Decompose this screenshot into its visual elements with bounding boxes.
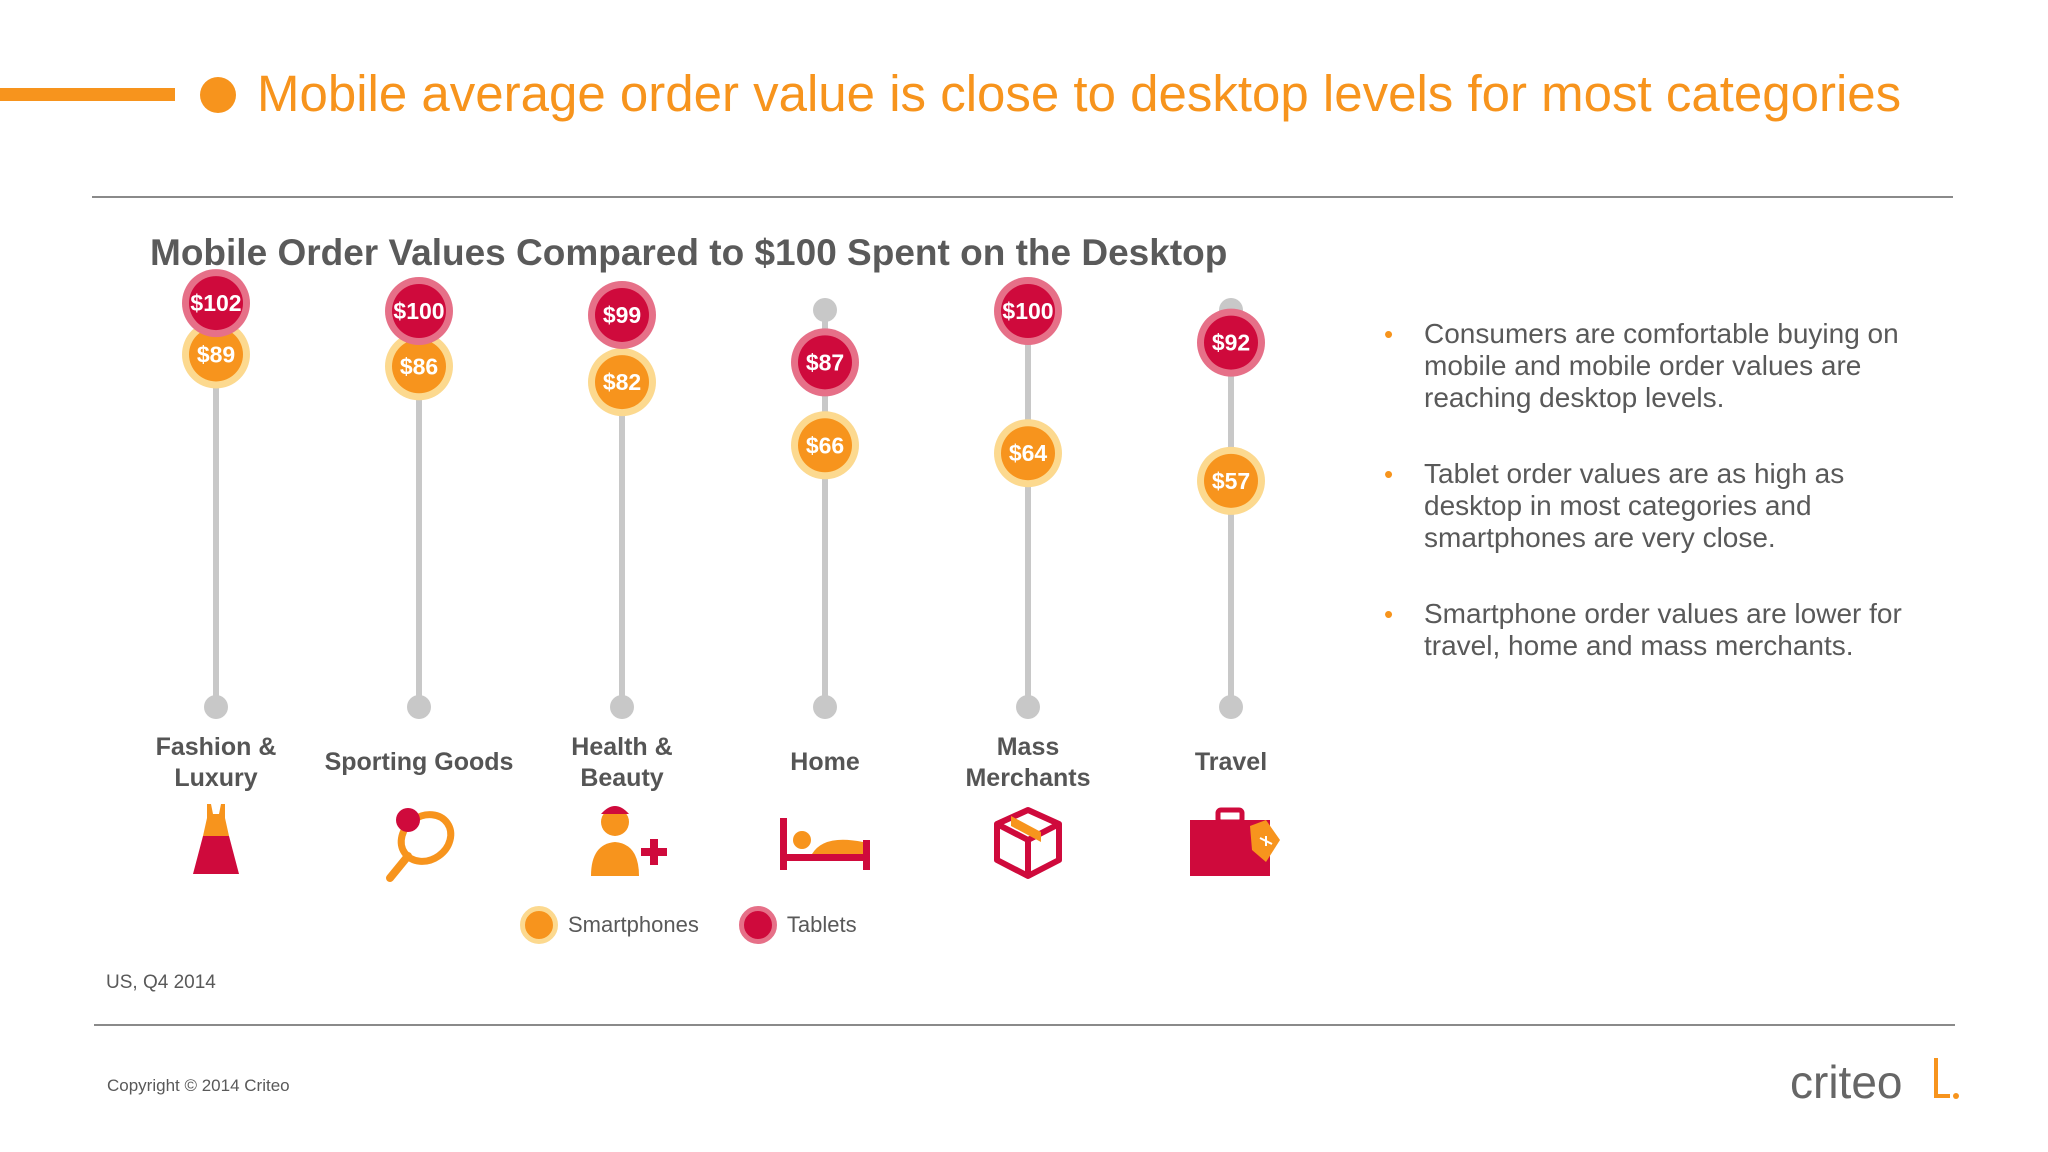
bottom-divider — [94, 1024, 1955, 1026]
tablet-dot — [392, 284, 446, 338]
criteo-logo-text: criteo — [1790, 1056, 1902, 1108]
track-cap-top — [813, 298, 837, 322]
sleeper-head — [793, 831, 811, 849]
box-tape — [1011, 816, 1041, 842]
tablet-value-label: $87 — [806, 349, 844, 375]
key-point: • Consumers are comfortable buying on mob… — [1384, 318, 1944, 414]
category-column: $89 $102 Fashion & Luxury — [156, 269, 277, 874]
category-column: $86 $100 Sporting Goods — [325, 277, 514, 882]
key-point-text: Consumers are comfortable buying on mobi… — [1424, 318, 1899, 413]
chart-legend: Smartphones Tablets — [520, 906, 897, 944]
person-head — [601, 808, 629, 836]
track-cap-bottom — [813, 695, 837, 719]
copyright-text: Copyright © 2014 Criteo — [107, 1076, 290, 1095]
person-hair — [601, 806, 629, 814]
tablet-dot — [1204, 315, 1258, 370]
category-column: $66 $87 Home — [780, 298, 870, 870]
smartphone-dot — [798, 418, 852, 473]
category-label: Merchants — [965, 764, 1090, 792]
tablet-value-label: $100 — [1002, 298, 1053, 324]
bullet-dot: • — [1384, 599, 1394, 629]
legend-swatch-smartphones — [520, 906, 558, 944]
legend-label-smartphones: Smartphones — [568, 912, 699, 937]
key-point: • Smartphone order values are lower for t… — [1384, 598, 1944, 662]
ball — [396, 808, 420, 832]
category-column: $82 $99 Health & Beauty — [571, 280, 673, 876]
smartphone-dot — [1204, 453, 1258, 508]
category-label: Fashion & — [156, 733, 277, 761]
track-cap-bottom — [1016, 695, 1040, 719]
logo-dot — [1953, 1093, 1959, 1099]
data-source-note: US, Q4 2014 — [106, 972, 216, 993]
category-label: Mass — [997, 733, 1060, 761]
bed-blanket — [812, 839, 863, 854]
smartphone-value-label: $82 — [603, 369, 641, 395]
track-cap-bottom — [204, 695, 228, 719]
tablet-value-label: $102 — [190, 290, 241, 316]
bed-frame — [780, 854, 870, 861]
key-points-list: • Consumers are comfortable buying on mob… — [1384, 318, 1944, 706]
smartphone-dot — [189, 327, 243, 382]
category-label: Luxury — [174, 764, 257, 792]
dress-icon — [193, 804, 239, 874]
dress-skirt — [193, 836, 239, 874]
box-edges — [995, 821, 1061, 876]
logo-bracket — [1934, 1058, 1950, 1098]
legend-swatch-tablets — [738, 906, 777, 944]
smartphone-value-label: $57 — [1212, 468, 1250, 494]
category-label: Health & — [571, 733, 672, 761]
dot-range-chart: $89 $102 Fashion & Luxury $86 $100 Sporting Go… — [156, 269, 1280, 882]
key-point-text: Smartphone order values are lower for tr… — [1424, 598, 1902, 661]
tablet-dot — [798, 335, 852, 390]
category-label: Travel — [1195, 748, 1267, 776]
person-body — [591, 842, 639, 876]
tablet-value-label: $100 — [393, 298, 444, 324]
key-point-text: Tablet order values are as high as deskt… — [1424, 458, 1845, 553]
track-cap-bottom — [407, 695, 431, 719]
category-label: Home — [790, 748, 860, 776]
bullet-dot: • — [1384, 459, 1394, 489]
tablet-value-label: $92 — [1212, 330, 1250, 356]
suitcase-icon — [1190, 807, 1280, 876]
criteo-logo: criteo — [1790, 1056, 1959, 1108]
title-bullet-dot — [200, 77, 236, 113]
racket-icon — [386, 808, 455, 882]
smartphone-value-label: $64 — [1009, 440, 1048, 466]
track-cap-bottom — [1219, 695, 1243, 719]
dress-top — [203, 804, 229, 836]
smartphone-dot — [595, 355, 649, 410]
person-plus-icon — [591, 806, 667, 876]
legend-label-tablets: Tablets — [786, 912, 857, 937]
box-icon — [994, 807, 1062, 879]
chart-title: Mobile Order Values Compared to $100 Spe… — [150, 232, 1228, 273]
tablet-dot — [189, 276, 243, 331]
track-cap-bottom — [610, 695, 634, 719]
plus-v — [650, 839, 658, 865]
key-point: • Tablet order values are as high as desk… — [1384, 458, 1944, 554]
bullet-dot: • — [1384, 319, 1394, 349]
legend-item-tablets: Tablets — [738, 906, 857, 944]
category-column: $57 $92 Travel — [1190, 298, 1280, 876]
smartphone-value-label: $86 — [400, 353, 438, 379]
bed-icon — [780, 818, 870, 870]
category-label: Sporting Goods — [325, 748, 514, 776]
page-title: Mobile average order value is close to d… — [257, 65, 1902, 122]
smartphone-value-label: $89 — [197, 341, 235, 367]
category-label: Beauty — [580, 764, 663, 792]
accent-line — [0, 88, 175, 101]
bed-headboard — [780, 818, 787, 870]
smartphone-dot — [392, 339, 446, 394]
tablet-value-label: $99 — [603, 302, 641, 328]
legend-item-smartphones: Smartphones — [520, 906, 699, 944]
category-column: $64 $100 Mass Merchants — [965, 277, 1091, 879]
racket-handle — [386, 852, 412, 882]
top-divider — [92, 196, 1953, 198]
tablet-dot — [1001, 284, 1055, 338]
smartphone-value-label: $66 — [806, 432, 844, 458]
smartphone-dot — [1001, 426, 1055, 481]
tag-plane — [1259, 836, 1273, 846]
tablet-dot — [595, 287, 649, 342]
